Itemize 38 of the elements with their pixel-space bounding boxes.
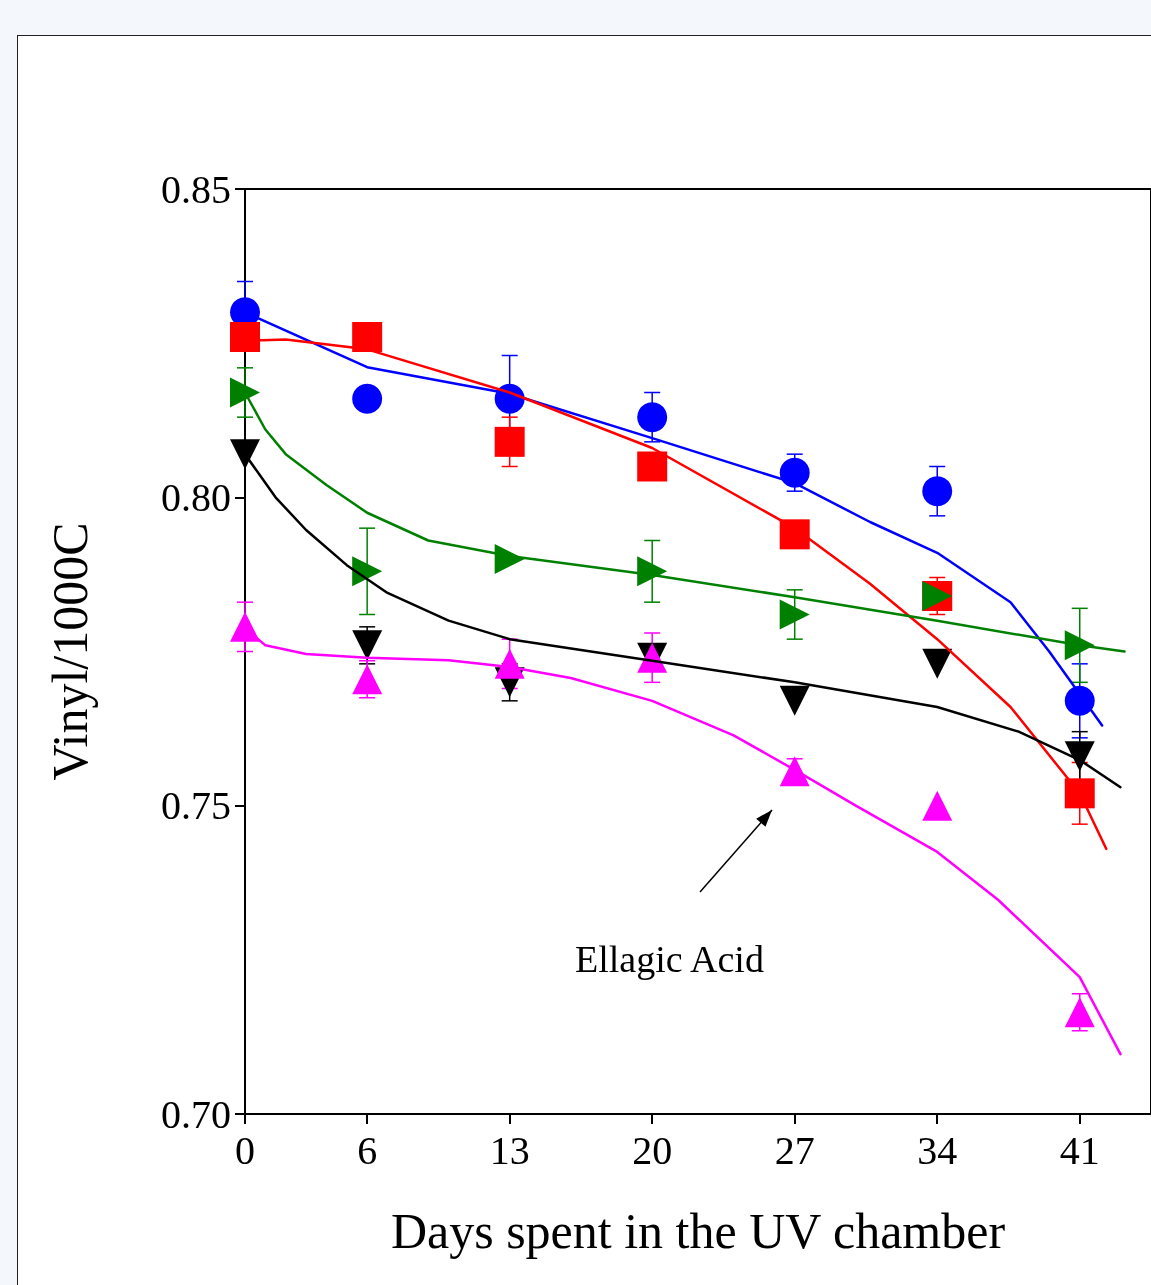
x-tick-label: 0 <box>235 1127 255 1173</box>
point <box>637 402 668 433</box>
y-tick-label: 0.85 <box>161 166 231 212</box>
x-tick-label: 41 <box>1059 1127 1100 1173</box>
point <box>779 685 810 716</box>
y-axis-title: Vinyl/1000C <box>42 522 98 781</box>
point <box>922 648 953 679</box>
point <box>230 377 260 408</box>
y-tick-label: 0.80 <box>161 474 231 520</box>
x-tick-label: 13 <box>489 1127 530 1173</box>
point <box>1064 778 1095 809</box>
point <box>637 451 668 482</box>
point <box>779 756 810 787</box>
point <box>779 519 810 550</box>
x-axis-title: Days spent in the UV chamber <box>390 1203 1006 1259</box>
point <box>922 476 953 507</box>
x-tick-label: 34 <box>917 1127 958 1173</box>
point <box>494 426 525 457</box>
x-tick-label: 20 <box>632 1127 673 1173</box>
x-tick-label: 27 <box>774 1127 815 1173</box>
point <box>779 599 810 630</box>
point <box>230 322 260 352</box>
point <box>352 383 383 414</box>
point <box>922 790 953 821</box>
point <box>1064 997 1095 1028</box>
point <box>637 556 668 587</box>
point <box>352 322 383 352</box>
point <box>1064 741 1095 772</box>
point <box>230 439 260 470</box>
point <box>352 630 383 661</box>
x-tick-label: 6 <box>357 1127 378 1173</box>
y-tick-label: 0.70 <box>161 1091 231 1137</box>
annotation: Ellagic Acid <box>575 938 764 980</box>
point <box>779 457 810 488</box>
point <box>352 664 383 695</box>
y-tick-label: 0.75 <box>161 783 231 829</box>
point <box>352 556 383 587</box>
point <box>494 648 525 679</box>
